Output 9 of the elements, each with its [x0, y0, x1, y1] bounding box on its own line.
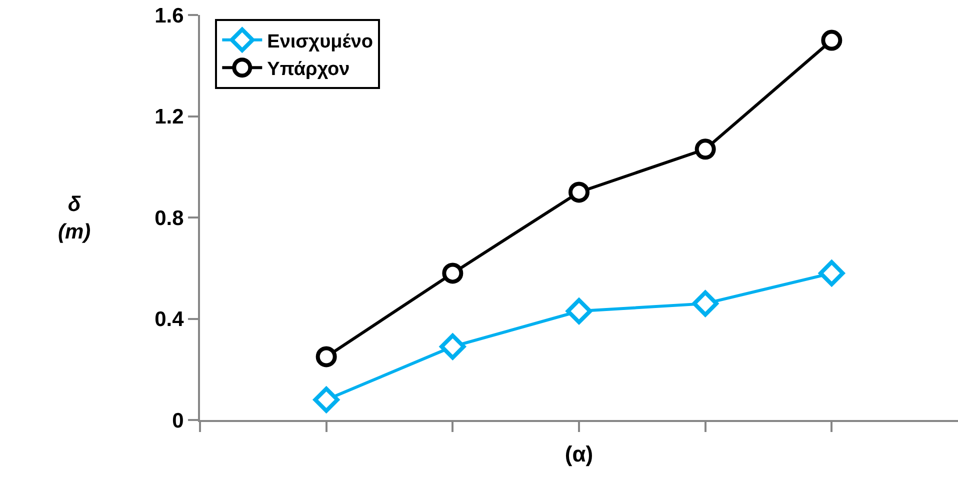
y-tick-label: 1.2 — [154, 106, 184, 129]
y-tick-label: 0.4 — [154, 308, 184, 332]
y-tick-label: 0 — [172, 409, 184, 432]
legend-label: Υπάρχον — [267, 59, 350, 80]
y-axis-title: δ (m) — [58, 193, 91, 244]
y-tick-label: 1.6 — [154, 4, 184, 28]
legend-label: Ενισχυμένο — [267, 31, 374, 52]
y-tick-label: 0.8 — [154, 206, 184, 230]
x-axis-title: (α) — [564, 441, 594, 466]
